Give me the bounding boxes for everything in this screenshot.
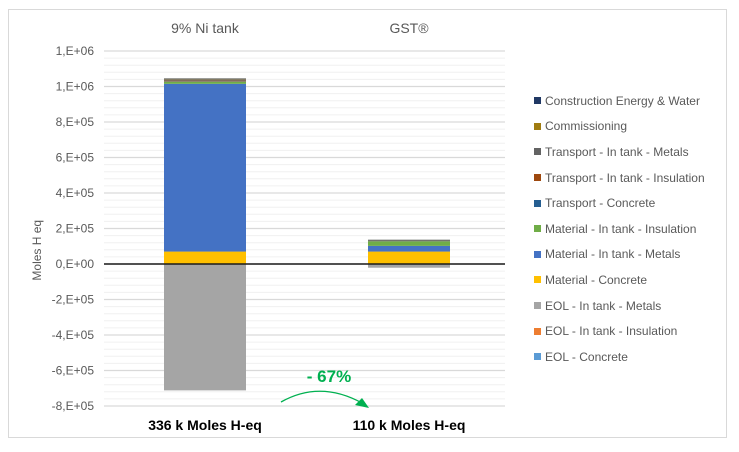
legend-label: Commissioning xyxy=(545,119,628,134)
bar-segment xyxy=(164,264,246,391)
y-tick-label: 6,E+05 xyxy=(56,151,95,165)
legend-swatch-icon xyxy=(534,225,541,233)
y-axis-label: Moles H eq xyxy=(30,220,44,281)
legend-item: EOL - In tank - Metals xyxy=(534,293,724,319)
legend-label: Transport - In tank - Insulation xyxy=(545,170,705,185)
legend-swatch-icon xyxy=(534,97,541,105)
y-tick-label: -4,E+05 xyxy=(52,328,95,342)
legend-item: Transport - In tank - Metals xyxy=(534,139,724,165)
arrowhead-icon xyxy=(355,398,369,408)
bar-segment xyxy=(368,264,450,268)
y-tick-label: 1,E+06 xyxy=(56,44,95,58)
y-tick-label: 8,E+05 xyxy=(56,115,95,129)
legend-swatch-icon xyxy=(534,276,541,284)
bar-segment xyxy=(164,78,246,80)
category-total-label: 336 k Moles H-eq xyxy=(148,417,262,433)
legend-item: Transport - Concrete xyxy=(534,190,724,216)
bar-segment xyxy=(164,80,246,82)
legend-label: EOL - In tank - Metals xyxy=(545,298,662,313)
bar-segment xyxy=(164,83,246,252)
legend-swatch-icon xyxy=(534,302,541,310)
legend-item: Material - In tank - Metals xyxy=(534,242,724,268)
y-tick-label: -8,E+05 xyxy=(52,399,95,413)
legend-label: Transport - In tank - Metals xyxy=(545,144,689,159)
y-tick-label: 1,E+06 xyxy=(56,80,95,94)
bar-segment xyxy=(164,81,246,84)
legend-swatch-icon xyxy=(534,353,541,361)
legend-item: Construction Energy & Water xyxy=(534,88,724,114)
legend-item: Material - Concrete xyxy=(534,267,724,293)
chart-frame xyxy=(8,9,727,438)
y-tick-label: 0,E+00 xyxy=(56,257,95,271)
bar-segment xyxy=(368,251,450,264)
reduction-arrow xyxy=(280,390,363,404)
legend-label: EOL - In tank - Insulation xyxy=(545,324,678,339)
y-tick-label: -2,E+05 xyxy=(52,293,95,307)
legend-label: Construction Energy & Water xyxy=(545,93,700,108)
legend-label: Material - Concrete xyxy=(545,272,648,287)
legend-swatch-icon xyxy=(534,199,541,207)
legend-swatch-icon xyxy=(534,122,541,130)
legend-label: Transport - Concrete xyxy=(545,196,656,211)
y-tick-label: -6,E+05 xyxy=(52,364,95,378)
reduction-annotation: - 67% xyxy=(307,367,351,386)
bar-segment xyxy=(368,245,450,252)
legend-swatch-icon xyxy=(534,250,541,258)
legend-item: EOL - Concrete xyxy=(534,344,724,370)
y-tick-label: 2,E+05 xyxy=(56,222,95,236)
legend-label: EOL - Concrete xyxy=(545,349,628,364)
category-label: 9% Ni tank xyxy=(171,20,240,36)
legend-swatch-icon xyxy=(534,148,541,156)
bar-segment xyxy=(164,251,246,264)
bar-segment xyxy=(164,79,246,81)
legend-item: EOL - In tank - Insulation xyxy=(534,318,724,344)
category-total-label: 110 k Moles H-eq xyxy=(353,417,466,433)
legend-swatch-icon xyxy=(534,174,541,182)
category-label: GST® xyxy=(389,20,429,36)
legend-item: Commissioning xyxy=(534,114,724,140)
chart-legend: Construction Energy & Water Commissioning… xyxy=(534,88,724,370)
legend-swatch-icon xyxy=(534,327,541,335)
legend-label: Material - In tank - Metals xyxy=(545,247,681,262)
legend-label: Material - In tank - Insulation xyxy=(545,221,697,236)
y-tick-label: 4,E+05 xyxy=(56,186,95,200)
legend-item: Material - In tank - Insulation xyxy=(534,216,724,242)
legend-item: Transport - In tank - Insulation xyxy=(534,165,724,191)
bar-segment xyxy=(368,240,450,241)
bar-segment xyxy=(368,241,450,246)
